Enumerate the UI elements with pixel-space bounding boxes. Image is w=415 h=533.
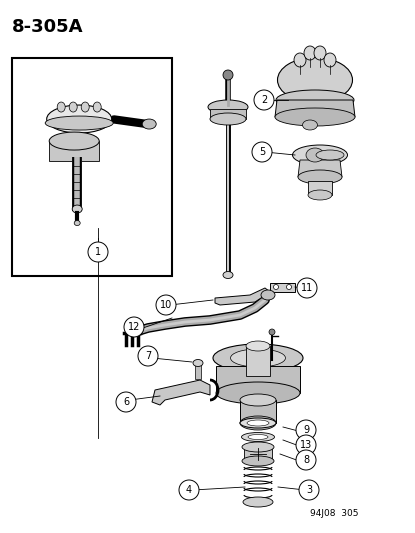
- Circle shape: [138, 346, 158, 366]
- Circle shape: [88, 242, 108, 262]
- Ellipse shape: [278, 58, 352, 102]
- FancyArrowPatch shape: [114, 119, 144, 124]
- Ellipse shape: [81, 102, 89, 112]
- Text: 8: 8: [303, 455, 309, 465]
- Ellipse shape: [210, 113, 246, 125]
- Ellipse shape: [242, 442, 274, 452]
- Ellipse shape: [93, 102, 101, 112]
- Ellipse shape: [240, 418, 276, 428]
- Text: 13: 13: [300, 440, 312, 450]
- Ellipse shape: [216, 382, 300, 404]
- Ellipse shape: [57, 102, 65, 112]
- Circle shape: [254, 90, 274, 110]
- Circle shape: [296, 450, 316, 470]
- Text: 9: 9: [303, 425, 309, 435]
- Ellipse shape: [230, 349, 286, 367]
- Circle shape: [124, 317, 144, 337]
- Circle shape: [273, 285, 278, 289]
- Ellipse shape: [293, 145, 347, 165]
- Ellipse shape: [316, 150, 344, 160]
- Text: 10: 10: [160, 300, 172, 310]
- Circle shape: [296, 435, 316, 455]
- Ellipse shape: [47, 105, 112, 133]
- Circle shape: [296, 420, 316, 440]
- Text: 3: 3: [306, 485, 312, 495]
- Polygon shape: [308, 181, 332, 195]
- Bar: [195, 363, 201, 379]
- Ellipse shape: [306, 148, 324, 162]
- Polygon shape: [270, 283, 295, 292]
- Ellipse shape: [246, 341, 270, 351]
- Circle shape: [116, 392, 136, 412]
- Ellipse shape: [303, 120, 317, 130]
- Ellipse shape: [314, 46, 326, 60]
- Text: 8-305A: 8-305A: [12, 18, 83, 36]
- Ellipse shape: [240, 394, 276, 406]
- Text: 5: 5: [259, 147, 265, 157]
- Ellipse shape: [142, 119, 156, 129]
- Ellipse shape: [242, 432, 274, 441]
- Circle shape: [252, 142, 272, 162]
- Ellipse shape: [308, 190, 332, 200]
- Ellipse shape: [213, 344, 303, 372]
- Bar: [246, 346, 270, 376]
- Ellipse shape: [243, 497, 273, 507]
- Polygon shape: [152, 380, 210, 405]
- Ellipse shape: [208, 100, 248, 114]
- Polygon shape: [275, 100, 355, 117]
- Circle shape: [269, 329, 275, 335]
- Ellipse shape: [49, 132, 99, 150]
- Circle shape: [286, 285, 291, 289]
- Ellipse shape: [324, 53, 336, 67]
- Text: 94J08  305: 94J08 305: [310, 509, 359, 518]
- Bar: [49, 141, 99, 161]
- Polygon shape: [215, 288, 270, 305]
- Ellipse shape: [45, 116, 113, 130]
- Ellipse shape: [275, 108, 355, 126]
- Polygon shape: [210, 109, 246, 119]
- Circle shape: [156, 295, 176, 315]
- Ellipse shape: [193, 359, 203, 367]
- Ellipse shape: [69, 102, 77, 112]
- Text: 2: 2: [261, 95, 267, 105]
- Ellipse shape: [223, 271, 233, 279]
- Ellipse shape: [240, 416, 276, 430]
- Ellipse shape: [276, 90, 354, 110]
- Ellipse shape: [294, 53, 306, 67]
- Ellipse shape: [304, 46, 316, 60]
- Circle shape: [299, 480, 319, 500]
- Text: 1: 1: [95, 247, 101, 257]
- Text: 4: 4: [186, 485, 192, 495]
- Circle shape: [223, 70, 233, 80]
- Ellipse shape: [74, 221, 80, 225]
- Ellipse shape: [298, 170, 342, 184]
- Bar: [244, 447, 272, 461]
- Text: 11: 11: [301, 283, 313, 293]
- Ellipse shape: [248, 434, 268, 440]
- Polygon shape: [216, 366, 300, 393]
- Ellipse shape: [242, 456, 274, 466]
- Ellipse shape: [261, 290, 275, 300]
- Text: 6: 6: [123, 397, 129, 407]
- Polygon shape: [240, 400, 276, 423]
- Text: 12: 12: [128, 322, 140, 332]
- Bar: [12, 58, 172, 276]
- Text: 7: 7: [145, 351, 151, 361]
- Polygon shape: [298, 160, 342, 177]
- Ellipse shape: [247, 420, 269, 426]
- Circle shape: [297, 278, 317, 298]
- Circle shape: [179, 480, 199, 500]
- Ellipse shape: [72, 205, 82, 213]
